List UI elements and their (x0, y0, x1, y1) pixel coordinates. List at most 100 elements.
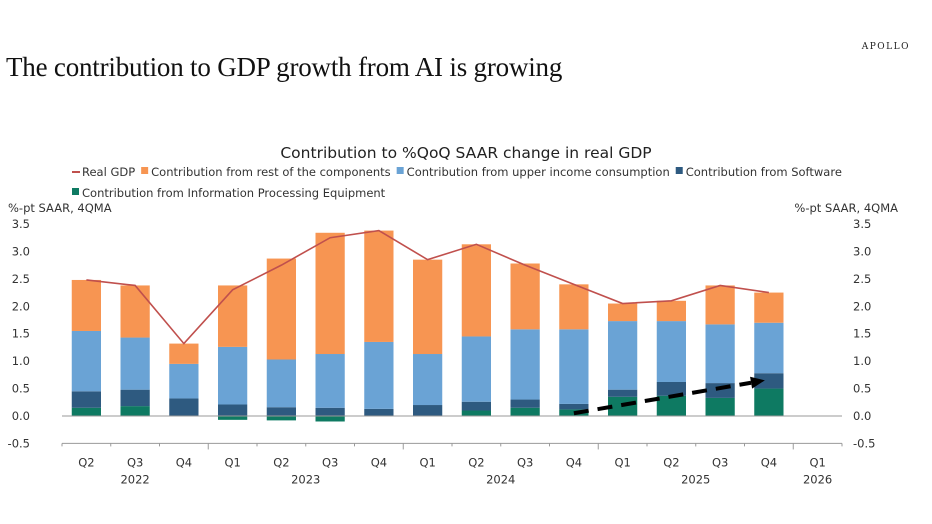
bar-segment-contribution-from-rest-of-the-components (218, 285, 248, 347)
y-ticks-left: 3.5 3.0 2.5 2.0 1.5 1.0 0.5 0.0 -0.5 (8, 217, 30, 450)
bar-segment-contribution-from-rest-of-the-components (315, 232, 345, 355)
bar-segment-contribution-from-upper-income-consumption (364, 341, 394, 409)
legend-label: Contribution from upper income consumpti… (407, 165, 670, 179)
bar-segment-contribution-from-upper-income-consumption (656, 321, 686, 382)
legend-label: Contribution from Information Processing… (82, 186, 386, 200)
y-tick-label-left: 1.5 (12, 327, 30, 341)
bar-segment-contribution-from-upper-income-consumption (169, 363, 199, 399)
bar-segment-contribution-from-software (218, 404, 248, 416)
bar-segment-contribution-from-software (364, 408, 394, 416)
real-gdp-line (86, 229, 769, 345)
y-tick-label-right: 1.0 (853, 354, 871, 368)
brand-logo: APOLLO (861, 42, 910, 52)
y-tick-label-left: 2.5 (12, 272, 30, 286)
bar-segment-contribution-from-upper-income-consumption (413, 354, 443, 406)
x-tick-label: Q1 (419, 455, 435, 469)
trend-arrow-head (750, 376, 765, 389)
bar-segment-contribution-from-software (608, 389, 638, 397)
bar-segment-contribution-from-upper-income-consumption (218, 346, 248, 405)
bar-segment-contribution-from-upper-income-consumption (608, 321, 638, 390)
y-ticks-right: 3.5 3.0 2.5 2.0 1.5 1.0 0.5 0.0 -0.5 (853, 217, 875, 450)
x-tick-label: Q4 (566, 455, 582, 469)
y-tick-label-right: 3.0 (853, 244, 871, 258)
bar-segment-contribution-from-software (559, 403, 589, 410)
legend-item: Contribution from upper income consumpti… (396, 165, 670, 179)
x-tick-label: Q2 (273, 455, 289, 469)
y-tick-label-left: 2.0 (12, 299, 30, 313)
x-axis: Q2 Q3 Q4 Q1 Q2 Q3 Q4 Q1 Q2 Q3 Q4 Q1 Q2 Q3 Q4 Q1 2022 2023… (61, 442, 843, 486)
bar-segment-contribution-from-information-processing-equipment (461, 410, 491, 416)
bar-segment-contribution-from-upper-income-consumption (315, 354, 345, 408)
x-tick-label: Q1 (614, 455, 630, 469)
bar-segment-contribution-from-software (461, 401, 491, 411)
x-tick-label: Q3 (322, 455, 338, 469)
x-year-label: 2023 (291, 472, 320, 486)
x-year-label: 2026 (803, 472, 832, 486)
bar-segment-contribution-from-information-processing-equipment (315, 416, 345, 422)
y-tick-label-right: 0.5 (853, 382, 871, 396)
bar-segment-contribution-from-rest-of-the-components (656, 300, 686, 322)
y-axis-label-left: %-pt SAAR, 4QMA (8, 201, 112, 215)
bar-segment-contribution-from-software (656, 381, 686, 396)
y-tick-label-right: -0.5 (853, 436, 875, 450)
y-tick-label-right: 1.5 (853, 327, 871, 341)
x-tick-label: Q2 (78, 455, 94, 469)
bar-segment-contribution-from-information-processing-equipment (218, 416, 248, 420)
legend-square-marker (72, 188, 79, 195)
legend-label: Contribution from Software (686, 165, 842, 179)
y-tick-label-right: 0.0 (853, 409, 871, 423)
legend-square-marker (396, 167, 404, 174)
bar-segment-contribution-from-upper-income-consumption (754, 322, 784, 374)
bar-segment-contribution-from-software (754, 373, 784, 389)
legend-item: Contribution from Software (675, 165, 842, 179)
bar-segment-contribution-from-rest-of-the-components (413, 259, 443, 355)
y-tick-label-right: 3.5 (853, 217, 871, 231)
y-tick-label-right: 2.0 (853, 299, 871, 313)
trend-arrow-shaft (573, 380, 752, 416)
legend-label: Real GDP (82, 165, 135, 179)
bar-segment-contribution-from-rest-of-the-components (120, 285, 150, 338)
bar-segment-contribution-from-upper-income-consumption (266, 359, 296, 408)
bar-segment-contribution-from-information-processing-equipment (510, 407, 540, 416)
bar-segment-contribution-from-rest-of-the-components (266, 258, 296, 360)
y-tick-label-right: 2.5 (853, 272, 871, 286)
bars (71, 230, 784, 422)
y-tick-label-left: 0.5 (12, 382, 30, 396)
bar-segment-contribution-from-software (315, 407, 345, 416)
x-tick-label: Q3 (127, 455, 143, 469)
bar-segment-contribution-from-software (169, 398, 199, 416)
bar-segment-contribution-from-information-processing-equipment (656, 395, 686, 416)
bar-segment-contribution-from-rest-of-the-components (169, 343, 199, 364)
x-tick-label: Q4 (371, 455, 387, 469)
x-tick-label: Q1 (809, 455, 825, 469)
page-headline: The contribution to GDP growth from AI i… (6, 52, 563, 82)
x-year-label: 2024 (486, 472, 515, 486)
x-tick-label: Q2 (663, 455, 679, 469)
y-tick-label-left: 0.0 (12, 409, 30, 423)
x-year-label: 2022 (120, 472, 149, 486)
x-tick-label: Q4 (761, 455, 777, 469)
bar-segment-contribution-from-rest-of-the-components (510, 263, 540, 330)
y-tick-label-left: 1.0 (12, 354, 30, 368)
bar-segment-contribution-from-rest-of-the-components (71, 279, 101, 331)
bar-segment-contribution-from-upper-income-consumption (461, 336, 491, 402)
bar-segment-contribution-from-rest-of-the-components (608, 303, 638, 322)
bar-segment-contribution-from-information-processing-equipment (705, 397, 735, 416)
x-year-label: 2025 (681, 472, 710, 486)
bar-segment-contribution-from-software (71, 391, 101, 408)
y-tick-label-left: -0.5 (8, 436, 30, 450)
bar-segment-contribution-from-software (510, 399, 540, 408)
legend-item: Real GDP (72, 165, 135, 179)
bar-segment-contribution-from-rest-of-the-components (705, 285, 735, 325)
y-axis-label-right: %-pt SAAR, 4QMA (794, 201, 898, 215)
x-tick-label: Q1 (224, 455, 240, 469)
bar-segment-contribution-from-upper-income-consumption (71, 330, 101, 392)
bar-segment-contribution-from-information-processing-equipment (266, 416, 296, 421)
bar-segment-contribution-from-information-processing-equipment (754, 388, 784, 416)
bar-segment-contribution-from-software (266, 407, 296, 416)
bar-segment-contribution-from-rest-of-the-components (364, 230, 394, 342)
bar-segment-contribution-from-upper-income-consumption (705, 324, 735, 384)
legend-item: Contribution from rest of the components (141, 165, 391, 179)
chart-title: Contribution to %QoQ SAAR change in real… (280, 144, 651, 162)
